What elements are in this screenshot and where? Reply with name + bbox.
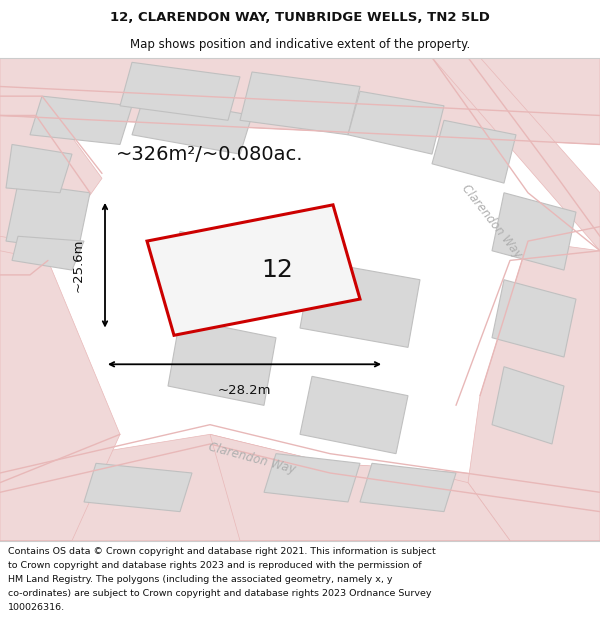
Text: 12: 12 — [262, 258, 293, 282]
Polygon shape — [432, 120, 516, 183]
Polygon shape — [147, 205, 360, 335]
Text: 12, CLARENDON WAY, TUNBRIDGE WELLS, TN2 5LD: 12, CLARENDON WAY, TUNBRIDGE WELLS, TN2 … — [110, 11, 490, 24]
Text: Contains OS data © Crown copyright and database right 2021. This information is : Contains OS data © Crown copyright and d… — [8, 547, 436, 556]
Polygon shape — [132, 96, 252, 154]
Polygon shape — [210, 434, 510, 541]
Polygon shape — [120, 62, 240, 120]
Polygon shape — [432, 58, 600, 251]
Polygon shape — [492, 367, 564, 444]
Polygon shape — [0, 58, 600, 144]
Polygon shape — [12, 236, 84, 270]
Polygon shape — [0, 241, 120, 541]
Text: to Crown copyright and database rights 2023 and is reproduced with the permissio: to Crown copyright and database rights 2… — [8, 561, 422, 570]
Text: co-ordinates) are subject to Crown copyright and database rights 2023 Ordnance S: co-ordinates) are subject to Crown copyr… — [8, 589, 431, 598]
Polygon shape — [300, 261, 420, 348]
Polygon shape — [348, 91, 444, 154]
Text: 100026316.: 100026316. — [8, 603, 65, 612]
Polygon shape — [492, 280, 576, 357]
Text: HM Land Registry. The polygons (including the associated geometry, namely x, y: HM Land Registry. The polygons (includin… — [8, 575, 392, 584]
Polygon shape — [300, 376, 408, 454]
Polygon shape — [264, 454, 360, 502]
Polygon shape — [240, 72, 360, 135]
Polygon shape — [6, 183, 90, 251]
Text: ~28.2m: ~28.2m — [218, 384, 271, 398]
Polygon shape — [492, 192, 576, 270]
Text: ~25.6m: ~25.6m — [71, 239, 85, 292]
Text: Clarendon Way: Clarendon Way — [207, 441, 297, 476]
Polygon shape — [168, 231, 276, 309]
Polygon shape — [6, 144, 72, 192]
Polygon shape — [0, 106, 90, 261]
Text: ~326m²/~0.080ac.: ~326m²/~0.080ac. — [116, 144, 304, 164]
Polygon shape — [84, 463, 192, 512]
Polygon shape — [468, 241, 600, 541]
Polygon shape — [168, 318, 276, 406]
Polygon shape — [360, 463, 456, 512]
Text: Map shows position and indicative extent of the property.: Map shows position and indicative extent… — [130, 38, 470, 51]
Text: Clarendon Way: Clarendon Way — [459, 182, 525, 261]
Polygon shape — [0, 251, 90, 541]
Polygon shape — [0, 86, 102, 246]
Polygon shape — [30, 96, 132, 144]
Polygon shape — [0, 434, 600, 541]
